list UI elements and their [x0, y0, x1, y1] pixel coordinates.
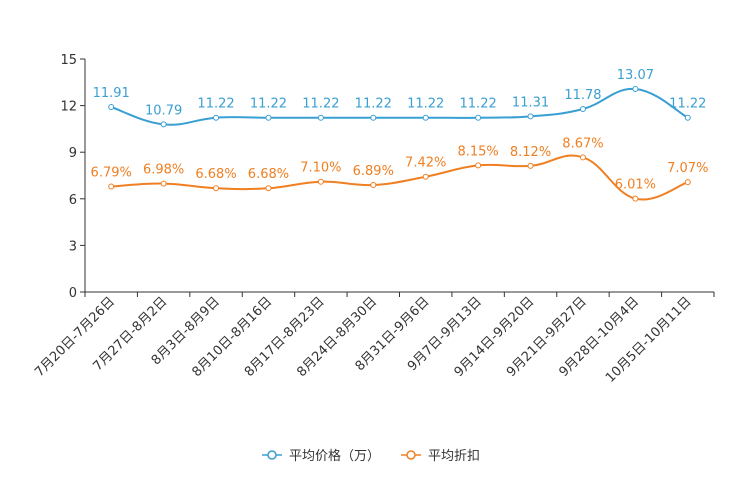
y-tick-label: 12: [60, 100, 77, 115]
series-layer: 11.91 10.79 11.22 11.22 11.22 11.22 11.22 11.22…: [91, 68, 708, 202]
data-point: [475, 114, 482, 121]
data-point: [160, 121, 167, 128]
data-label: 8.67%: [562, 136, 603, 151]
data-label: 7.42%: [405, 156, 446, 171]
data-point: [684, 179, 691, 186]
data-label: 6.79%: [91, 166, 132, 181]
legend-label: 平均折扣: [428, 449, 480, 464]
data-label: 11.31: [512, 95, 549, 110]
data-point: [475, 162, 482, 169]
data-point: [317, 114, 324, 121]
data-label: 13.07: [617, 68, 654, 83]
data-point: [684, 114, 691, 121]
y-tick-label: 0: [69, 286, 77, 301]
data-point: [370, 181, 377, 188]
x-axis: 7月20日-7月26日7月27日-8月2日8月3日-8月9日8月10日-8月16…: [32, 291, 715, 386]
data-point: [632, 195, 639, 202]
y-tick-label: 15: [60, 53, 77, 68]
legend-item-1[interactable]: 平均价格（万）: [262, 448, 380, 464]
data-label: 11.22: [460, 97, 497, 112]
legend[interactable]: 平均价格（万） 平均折扣: [262, 448, 480, 464]
data-label: 8.12%: [510, 145, 551, 160]
data-point: [265, 185, 272, 192]
data-point: [265, 114, 272, 121]
y-tick-label: 9: [69, 146, 77, 161]
data-label: 6.98%: [143, 163, 184, 178]
legend-item-2[interactable]: 平均折扣: [401, 449, 480, 464]
series-2: 6.79% 6.98% 6.68% 6.68% 7.10% 6.89% 7.42% 8.15%…: [91, 136, 708, 202]
data-label: 7.10%: [300, 161, 341, 176]
legend-marker-icon: [267, 450, 277, 460]
data-label: 7.07%: [667, 161, 708, 176]
data-point: [632, 85, 639, 92]
series-1: 11.91 10.79 11.22 11.22 11.22 11.22 11.22 11.22…: [93, 68, 706, 128]
data-label: 8.15%: [457, 144, 498, 159]
data-point: [579, 106, 586, 113]
data-label: 6.68%: [248, 167, 289, 182]
data-label: 11.22: [407, 97, 444, 112]
data-point: [527, 113, 534, 120]
data-label: 11.22: [302, 97, 339, 112]
data-point: [213, 185, 220, 192]
data-point: [527, 162, 534, 169]
data-label: 10.79: [145, 103, 182, 118]
data-label: 6.68%: [195, 167, 236, 182]
data-point: [370, 114, 377, 121]
data-point: [160, 180, 167, 187]
data-point: [108, 103, 115, 110]
data-label: 6.01%: [615, 178, 656, 193]
series-line: [111, 154, 689, 201]
series-line: [110, 87, 689, 126]
y-tick-label: 6: [69, 193, 77, 208]
data-point: [422, 114, 429, 121]
y-axis: 0 3 6 9 12 15: [60, 53, 86, 301]
data-label: 11.22: [355, 97, 392, 112]
data-label: 11.78: [564, 88, 601, 103]
data-point: [108, 183, 115, 190]
data-label: 6.89%: [353, 164, 394, 179]
legend-label: 平均价格（万）: [289, 448, 380, 464]
legend-marker-icon: [406, 450, 416, 460]
data-point: [213, 114, 220, 121]
data-label: 11.22: [250, 97, 287, 112]
data-point: [422, 173, 429, 180]
data-point: [579, 154, 586, 161]
data-point: [317, 178, 324, 185]
data-label: 11.22: [197, 97, 234, 112]
y-tick-label: 3: [69, 239, 77, 254]
data-label: 11.22: [669, 97, 706, 112]
data-label: 11.91: [93, 86, 130, 101]
